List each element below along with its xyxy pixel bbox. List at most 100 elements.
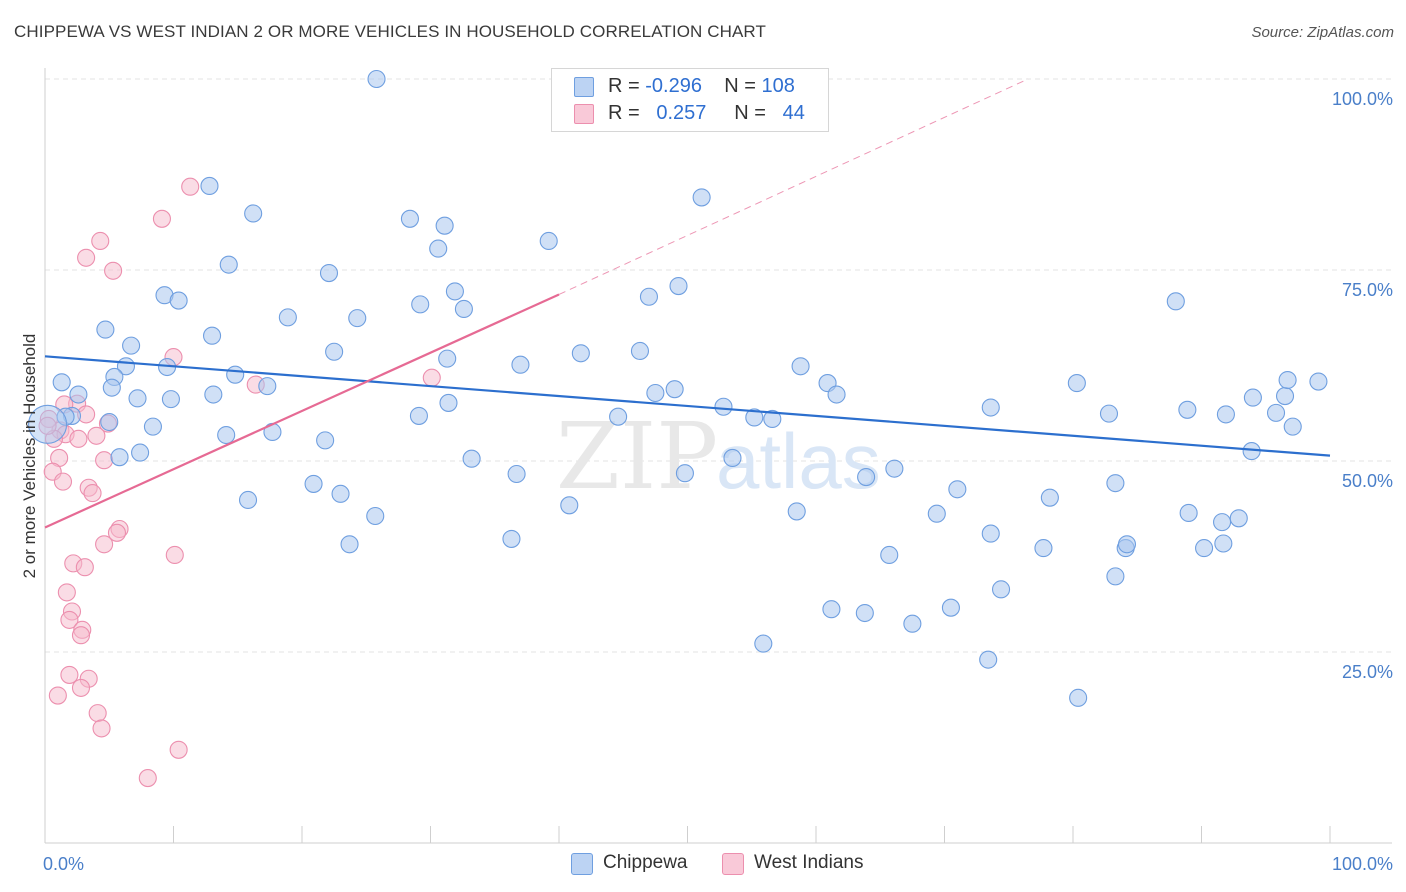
chippewa-point [1117, 535, 1137, 554]
chippewa-point [675, 464, 694, 483]
chippewa-point [435, 216, 454, 235]
chippewa-point [161, 390, 180, 409]
legend-n-value: 108 [761, 75, 795, 97]
chippewa-point [791, 357, 810, 376]
chippewa-point-large [28, 404, 68, 444]
chippewa-point [745, 408, 764, 427]
chippewa-point [1106, 474, 1125, 493]
chippewa-point [630, 341, 650, 361]
west-indians-point [181, 177, 200, 196]
chippewa-point [169, 291, 188, 310]
chippewa-point [646, 383, 665, 403]
chippewa-point [981, 524, 1000, 543]
chippewa-point [438, 349, 457, 368]
chippewa-point [857, 467, 876, 487]
chippewa-point [948, 480, 967, 499]
chippewa-point [609, 407, 628, 426]
chippewa-point [462, 449, 481, 468]
chippewa-point [560, 496, 579, 515]
west-indians-point [83, 484, 102, 503]
chippewa-point [927, 504, 946, 523]
chippewa-point [278, 308, 297, 327]
west-indians-point [165, 545, 184, 565]
chippewa-point [827, 385, 846, 404]
chippewa-point [219, 255, 238, 274]
west-indians-point [91, 231, 110, 251]
west-indians-point [107, 523, 127, 542]
chippewa-point [1213, 513, 1232, 532]
chippewa-point [200, 176, 219, 196]
chippewa-point [110, 448, 129, 467]
chippewa-point [100, 412, 119, 432]
chippewa-point [1283, 417, 1302, 436]
chippewa-point [128, 389, 147, 408]
chippewa-point [204, 385, 223, 404]
west-indians-point [87, 426, 106, 445]
chippewa-point [502, 529, 521, 548]
chippewa-point [348, 309, 367, 328]
chippewa-point [131, 443, 150, 462]
chippewa-point [1229, 509, 1248, 528]
chippewa-point [439, 393, 458, 412]
chippewa-point [325, 342, 344, 361]
chippewa-point [1309, 372, 1328, 391]
chippewa-point [991, 580, 1011, 599]
chippewa-point [822, 600, 841, 619]
chippewa-point [244, 204, 263, 223]
chippewa-point [319, 264, 339, 283]
chippewa-point [1266, 403, 1286, 422]
west-indians-points [38, 177, 441, 788]
bottom-legend-label: West Indians [754, 852, 864, 873]
axes [44, 68, 1392, 844]
y-tick-label: 100.0% [1332, 89, 1393, 109]
chippewa-point [723, 448, 742, 467]
legend-n-label: N = [734, 102, 766, 124]
west-indians-point [77, 248, 96, 267]
chippewa-point [52, 373, 71, 392]
west-indians-swatch [574, 104, 594, 124]
chippewa-point [143, 417, 162, 436]
legend-n-label: N = [724, 75, 756, 97]
tick-labels: 25.0% 50.0% 75.0% 100.0% 0.0% 100.0% [43, 89, 1393, 874]
west-indians-point [169, 740, 188, 759]
y-tick-label: 75.0% [1342, 280, 1393, 300]
chippewa-point [238, 490, 258, 510]
west-indians-point [48, 686, 67, 705]
chippewa-point [665, 380, 684, 399]
chippewa-point [217, 425, 236, 445]
chippewa-point [941, 598, 960, 617]
legend: R = -0.296 N = 108 R = 0.257 N = 44 [551, 68, 829, 132]
west-indians-swatch [722, 853, 744, 875]
chippewa-point [340, 535, 359, 554]
x-tick-label: 0.0% [43, 854, 84, 874]
west-indians-point [138, 769, 157, 788]
chippewa-point [787, 502, 806, 521]
chippewa-point [669, 276, 688, 296]
grid [45, 78, 1392, 653]
west-indians-point [69, 429, 88, 448]
chippewa-point [1275, 387, 1295, 406]
legend-r-label: R = [608, 102, 640, 124]
chippewa-point [454, 299, 473, 319]
watermark-atlas: atlas [716, 417, 881, 505]
west-indians-trend-extension [558, 78, 1029, 295]
chippewa-point [903, 614, 922, 633]
chippewa-point [885, 459, 904, 478]
chippewa-point [400, 209, 419, 228]
chippewa-points [28, 69, 1328, 707]
west-indians-point [422, 368, 441, 387]
chippewa-point [880, 545, 899, 565]
chippewa-point [445, 282, 464, 301]
legend-r-value: 0.257 [656, 102, 707, 124]
west-indians-point [71, 678, 91, 697]
chippewa-point [258, 377, 277, 396]
chippewa-point [1099, 404, 1119, 423]
y-axis-label: 2 or more Vehicles in Household [20, 334, 39, 579]
y-tick-label: 25.0% [1342, 662, 1393, 682]
chippewa-point [507, 464, 526, 484]
chippewa-point [1040, 488, 1059, 507]
west-indians-point [95, 535, 114, 554]
west-indians-point [75, 558, 94, 577]
chippewa-point [1278, 370, 1297, 390]
